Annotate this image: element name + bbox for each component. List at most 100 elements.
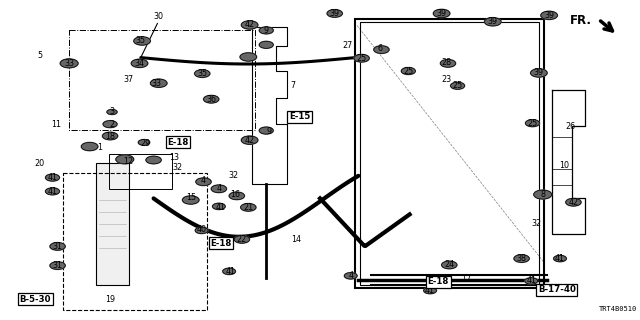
Bar xyxy=(355,19,544,288)
Circle shape xyxy=(218,243,230,249)
Circle shape xyxy=(134,37,150,45)
Circle shape xyxy=(195,227,208,234)
Circle shape xyxy=(60,59,78,68)
Circle shape xyxy=(484,18,501,26)
Text: E-18: E-18 xyxy=(210,239,232,248)
Circle shape xyxy=(131,59,148,68)
Text: 41: 41 xyxy=(225,267,236,276)
Circle shape xyxy=(442,261,457,269)
Text: 7: 7 xyxy=(291,81,296,90)
Text: 30: 30 xyxy=(154,12,164,21)
Circle shape xyxy=(81,142,98,151)
Text: 13: 13 xyxy=(169,153,179,162)
Text: 27: 27 xyxy=(342,41,353,50)
Circle shape xyxy=(204,95,219,103)
Circle shape xyxy=(103,121,117,128)
Circle shape xyxy=(107,109,117,115)
Text: 41: 41 xyxy=(425,286,435,295)
Text: 33: 33 xyxy=(152,79,162,88)
Text: 39: 39 xyxy=(330,9,340,18)
Text: 42: 42 xyxy=(568,198,579,207)
Text: 34: 34 xyxy=(134,60,145,68)
Text: 39: 39 xyxy=(544,11,554,20)
Text: 31: 31 xyxy=(52,261,63,270)
Text: 18: 18 xyxy=(105,132,115,141)
Circle shape xyxy=(354,54,369,62)
Text: 41: 41 xyxy=(526,276,536,285)
Text: 36: 36 xyxy=(206,95,216,104)
Text: 21: 21 xyxy=(243,203,253,212)
Bar xyxy=(96,163,129,285)
Circle shape xyxy=(259,127,273,134)
Circle shape xyxy=(451,82,465,89)
Text: 25: 25 xyxy=(452,81,463,90)
Text: 32: 32 xyxy=(173,164,183,172)
Circle shape xyxy=(440,60,456,67)
Text: 12: 12 xyxy=(123,157,133,166)
Text: 15: 15 xyxy=(186,193,196,202)
Circle shape xyxy=(541,11,557,20)
Text: 16: 16 xyxy=(230,190,241,199)
Text: 41: 41 xyxy=(47,173,58,182)
Circle shape xyxy=(525,120,540,127)
Text: 41: 41 xyxy=(47,187,58,196)
Circle shape xyxy=(50,262,65,269)
Circle shape xyxy=(102,132,118,140)
Text: TRT4B0510: TRT4B0510 xyxy=(598,306,637,312)
Text: E-18: E-18 xyxy=(428,277,449,286)
Circle shape xyxy=(150,79,167,87)
Circle shape xyxy=(240,53,257,61)
Text: 17: 17 xyxy=(461,276,471,284)
Text: 41: 41 xyxy=(216,203,226,212)
Circle shape xyxy=(566,198,581,206)
Text: 25: 25 xyxy=(356,54,367,63)
Text: 25: 25 xyxy=(527,119,538,128)
Text: E-18: E-18 xyxy=(167,138,189,147)
Text: 26: 26 xyxy=(566,122,576,131)
Circle shape xyxy=(223,268,236,275)
Circle shape xyxy=(116,155,134,164)
Bar xyxy=(63,173,207,310)
Text: 42: 42 xyxy=(244,20,255,29)
Text: B-5-30: B-5-30 xyxy=(19,295,51,304)
Text: 32: 32 xyxy=(531,219,541,228)
Circle shape xyxy=(45,174,60,181)
Text: 19: 19 xyxy=(105,295,115,304)
Text: 41: 41 xyxy=(555,254,565,263)
Circle shape xyxy=(424,287,436,294)
Text: 39: 39 xyxy=(534,68,544,77)
Text: 8: 8 xyxy=(540,190,545,199)
Circle shape xyxy=(525,278,538,284)
Circle shape xyxy=(241,136,258,144)
Circle shape xyxy=(344,273,357,279)
Circle shape xyxy=(196,178,211,186)
Circle shape xyxy=(50,243,65,250)
Text: 32: 32 xyxy=(228,171,239,180)
Circle shape xyxy=(241,204,256,211)
Text: 11: 11 xyxy=(51,120,61,129)
Circle shape xyxy=(531,69,547,77)
Text: 35: 35 xyxy=(197,69,207,78)
Circle shape xyxy=(554,255,566,262)
Text: 41: 41 xyxy=(218,241,228,250)
Bar xyxy=(69,30,255,130)
Text: 3: 3 xyxy=(109,108,115,116)
Circle shape xyxy=(45,188,60,195)
Text: 40: 40 xyxy=(196,225,207,234)
Text: 39: 39 xyxy=(488,17,498,26)
Text: 4: 4 xyxy=(216,184,221,193)
Circle shape xyxy=(211,185,227,193)
Circle shape xyxy=(195,70,210,77)
Text: 14: 14 xyxy=(291,235,301,244)
Text: 20: 20 xyxy=(35,159,45,168)
Bar xyxy=(109,154,172,189)
Text: 9: 9 xyxy=(264,26,269,35)
Circle shape xyxy=(241,21,258,29)
Circle shape xyxy=(514,255,529,262)
Text: 35: 35 xyxy=(136,36,146,45)
Text: 1: 1 xyxy=(97,143,102,152)
Text: 22: 22 xyxy=(237,235,247,244)
Circle shape xyxy=(401,68,415,75)
Circle shape xyxy=(433,9,450,18)
Text: 42: 42 xyxy=(244,136,255,145)
